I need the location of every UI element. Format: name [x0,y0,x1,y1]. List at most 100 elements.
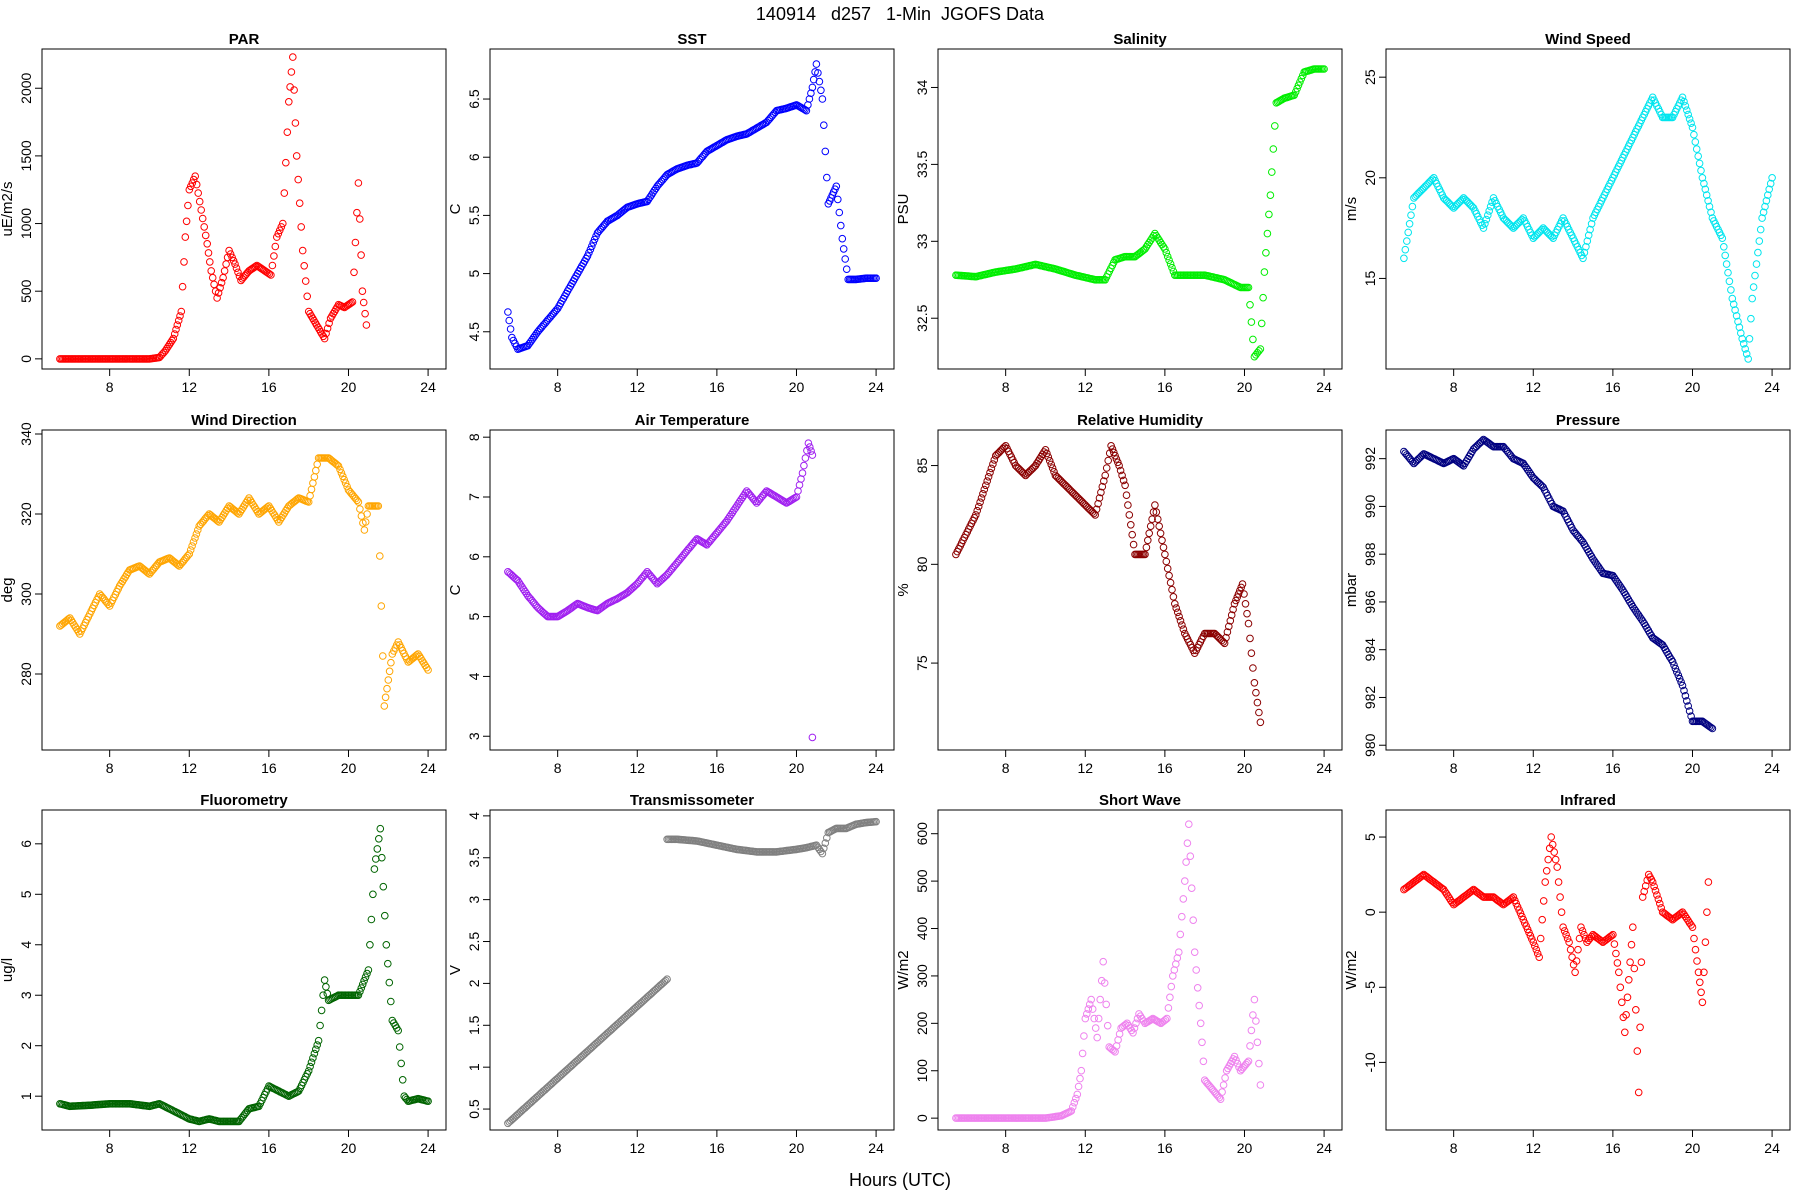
data-point [1132,1019,1140,1028]
data-point [1183,839,1192,848]
data-point [363,510,371,518]
data-point [313,460,322,469]
y-tick-label: 3 [466,732,482,740]
data-point [1151,501,1159,509]
data-point [1653,891,1661,899]
data-point [1087,995,1095,1004]
data-point [642,569,650,578]
data-point [1229,605,1237,614]
plot-frame [489,809,895,1131]
y-tick-label: 2 [18,1042,34,1050]
data-point [300,262,309,270]
data-point [1100,979,1109,987]
y-tick-label: 300 [914,964,930,988]
x-tick-label: 12 [1525,760,1541,776]
data-point [334,462,343,470]
data-point [504,308,512,316]
data-point [292,152,301,160]
y-axis-label: ug/l [0,958,16,982]
data-point [1547,833,1555,841]
data-point [1700,968,1708,977]
data-point [297,223,306,231]
data-point [1544,855,1552,864]
x-tick-label: 24 [420,1140,436,1156]
data-point [1638,893,1647,901]
data-point [323,324,332,333]
data-point [1179,625,1188,634]
data-point [1095,494,1104,502]
data-point [169,334,178,343]
data-point [841,255,850,263]
data-point [1694,152,1702,160]
data-point [364,966,373,974]
data-point [309,479,317,487]
data-points [952,65,1328,361]
y-axis-label: % [895,583,912,596]
data-point [1678,681,1687,690]
data-point [1671,664,1680,673]
data-point [1694,968,1703,977]
data-point [1249,1011,1257,1019]
panel-title: Short Wave [1099,792,1181,809]
data-point [1107,442,1115,450]
data-point [1756,225,1765,234]
data-point [360,526,369,534]
data-point [320,976,329,984]
data-point [1748,294,1756,303]
data-point [1223,628,1232,636]
data-point [1681,102,1690,110]
data-point [1742,350,1751,358]
data-point [185,185,194,194]
data-point [303,292,312,301]
data-point [271,242,280,251]
panel-title: Air Temperature [635,412,750,429]
data-point [1720,243,1728,251]
y-tick-label: 5 [1362,833,1378,841]
data-point [1169,593,1178,601]
data-point [232,264,241,273]
data-point [1148,515,1156,524]
data-point [320,334,329,343]
data-point [1580,248,1589,257]
data-point [1479,224,1488,232]
panel-title: Wind Speed [1545,31,1631,48]
data-point [1255,1059,1263,1068]
data-point [1092,505,1101,514]
data-point [1144,536,1152,545]
data-point [1149,232,1158,240]
data-point [1697,988,1705,997]
data-point [1692,145,1701,153]
y-tick-label: 3 [466,896,482,904]
data-point [1219,1081,1228,1089]
data-point [234,268,242,277]
data-point [289,53,297,61]
x-tick-label: 16 [1157,379,1173,395]
panel-wind-speed: Wind Speed 8 12 16 20 24 15 20 25 m/s [1343,31,1791,395]
data-point [1587,932,1596,941]
data-point [1163,1014,1171,1023]
x-tick-label: 12 [629,760,645,776]
data-point [1572,957,1581,965]
data-point [287,68,296,76]
data-point [177,307,186,316]
data-point [1403,237,1411,245]
y-tick-label: 992 [1362,447,1378,471]
data-point [989,460,997,468]
x-tick-label: 24 [1316,379,1332,395]
x-tick-label: 20 [1237,760,1253,776]
panel-short-wave: Short Wave 8 12 16 20 24 0 100 200 300 400 500 600 W/… [895,792,1343,1156]
data-point [1232,1056,1240,1064]
y-tick-label: 33 [914,233,930,249]
data-point [1088,1005,1097,1013]
data-point [1727,286,1735,294]
data-point [188,179,197,187]
data-point [1656,899,1664,908]
data-point [1551,855,1560,864]
data-point [663,975,671,984]
data-point [1683,106,1691,114]
data-point [1111,451,1119,460]
data-point [1091,511,1099,519]
data-point [1168,585,1176,594]
y-tick-label: 980 [1362,733,1378,757]
data-point [1535,953,1543,962]
